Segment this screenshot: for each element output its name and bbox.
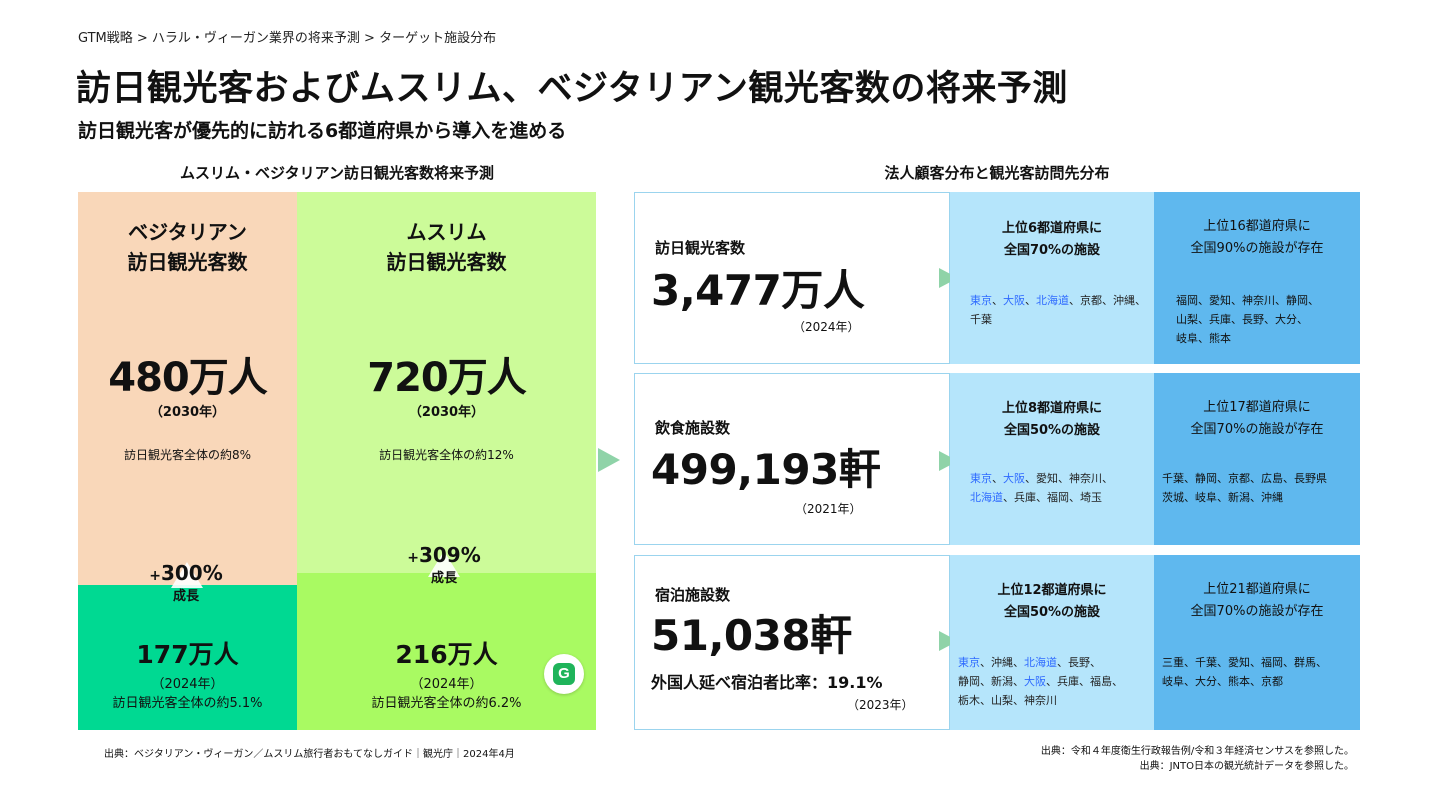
vegetarian-current-share: 訪日観光客全体の約5.1% [112, 696, 263, 711]
tier1-heading-line1: 上位8都道府県に [1001, 401, 1103, 416]
source-note-right: 出典：令和４年度衛生行政報告例/令和３年経済センサスを参照した。 出典：JNTO… [1040, 746, 1354, 772]
section-arrow-icon [598, 448, 620, 472]
metric-value: 499,193軒 [651, 445, 881, 494]
vegetarian-current-panel: 177万人 （2024年） 訪日観光客全体の約5.1% [78, 585, 297, 730]
metric-label: 訪日観光客数 [655, 239, 746, 257]
muslim-forecast-value: 720万人 [367, 355, 527, 401]
tier2-heading-line1: 上位16都道府県に [1203, 219, 1311, 234]
breadcrumb: GTM戦略 > ハラル・ヴィーガン業界の将来予測 > ターゲット施設分布 [78, 31, 497, 46]
row-visitors: 訪日観光客数 3,477万人 （2024年） 上位6都道府県に 全国70%の施設… [634, 192, 1360, 364]
row-visitors-tier2: 上位16都道府県に 全国90%の施設が存在 福岡、愛知、神奈川、静岡、 山梨、兵… [1154, 192, 1360, 364]
vegetarian-forecast-share: 訪日観光客全体の約8% [123, 448, 252, 462]
vegetarian-current-year: （2024年） [151, 677, 224, 692]
source-note-left: 出典：ベジタリアン・ヴィーガン／ムスリム旅行者おもてなしガイド｜観光庁｜2024… [104, 749, 515, 760]
row-visitors-metric: 訪日観光客数 3,477万人 （2024年） [634, 192, 950, 364]
tier2-heading-line2: 全国70%の施設が存在 [1190, 422, 1324, 437]
muslim-current-share: 訪日観光客全体の約6.2% [371, 696, 522, 711]
vegetarian-forecast-year: （2030年） [149, 405, 226, 420]
muslim-current-panel: 216万人 （2024年） 訪日観光客全体の約6.2% [297, 573, 596, 730]
metric-year: （2023年） [847, 698, 914, 712]
row-visitors-tier1: 上位6都道府県に 全国70%の施設 東京、大阪、北海道、京都、沖縄、千葉 [950, 192, 1154, 364]
tier2-prefecture-list: 三重、千葉、愛知、福岡、群馬、 岐阜、大分、熊本、京都 [1162, 656, 1327, 688]
vegetarian-growth-badge: +300% 成長 [128, 561, 244, 604]
metric-year: （2021年） [795, 502, 862, 516]
tier2-heading-line1: 上位21都道府県に [1203, 582, 1311, 597]
vegetarian-forecast-panel: ベジタリアン 訪日観光客数 480万人 （2030年） 訪日観光客全体の約8% [78, 192, 297, 585]
vegetarian-title-line2: 訪日観光客数 [127, 250, 248, 274]
vegetarian-growth-label: 成長 [172, 589, 199, 604]
muslim-title-line1: ムスリム [406, 220, 487, 244]
muslim-growth-arrow-icon [428, 551, 460, 577]
tier1-heading-line2: 全国70%の施設 [1003, 243, 1101, 258]
muslim-forecast-year: （2030年） [408, 405, 485, 420]
left-section-heading: ムスリム・ベジタリアン訪日観光客数将来予測 [179, 164, 495, 182]
tier2-heading-line2: 全国90%の施設が存在 [1190, 241, 1324, 256]
row-lodging-metric: 宿泊施設数 51,038軒 外国人延べ宿泊者比率：19.1% （2023年） [634, 555, 950, 730]
tier1-heading-line2: 全国50%の施設 [1003, 423, 1101, 438]
tier2-heading-line2: 全国70%の施設が存在 [1190, 604, 1324, 619]
muslim-current-year: （2024年） [410, 677, 483, 692]
tier1-heading-line1: 上位12都道府県に [997, 583, 1107, 598]
row-restaurants-tier1: 上位8都道府県に 全国50%の施設 東京、大阪、愛知、神奈川、 北海道、兵庫、福… [950, 373, 1154, 545]
row-lodging: 宿泊施設数 51,038軒 外国人延べ宿泊者比率：19.1% （2023年） 上… [634, 555, 1360, 730]
metric-year: （2024年） [793, 320, 860, 334]
metric-value: 3,477万人 [651, 266, 865, 315]
right-section-heading: 法人顧客分布と観光客訪問先分布 [884, 164, 1110, 182]
vegetarian-current-value: 177万人 [136, 640, 239, 669]
metric-value: 51,038軒 [651, 611, 852, 660]
vegetarian-growth-arrow-icon [171, 562, 203, 588]
muslim-current-value: 216万人 [395, 640, 498, 669]
muslim-forecast-share: 訪日観光客全体の約12% [379, 448, 514, 462]
vegetarian-forecast-value: 480万人 [108, 355, 268, 401]
foreign-guest-ratio: 外国人延べ宿泊者比率：19.1% [651, 673, 883, 692]
row-restaurants-tier2: 上位17都道府県に 全国70%の施設が存在 千葉、静岡、京都、広島、長野県 茨城… [1154, 373, 1360, 545]
row-restaurants: 飲食施設数 499,193軒 （2021年） 上位8都道府県に 全国50%の施設… [634, 373, 1360, 545]
row-lodging-tier1: 上位12都道府県に 全国50%の施設 東京、沖縄、北海道、長野、 静岡、新潟、大… [950, 555, 1154, 730]
tier1-prefecture-list: 東京、大阪、北海道、京都、沖縄、千葉 [970, 294, 1146, 326]
tier2-prefecture-list: 千葉、静岡、京都、広島、長野県 茨城、岐阜、新潟、沖縄 [1162, 472, 1327, 504]
tier1-prefecture-list: 東京、沖縄、北海道、長野、 静岡、新潟、大阪、兵庫、福島、 栃木、山梨、神奈川 [958, 656, 1123, 707]
muslim-title-line2: 訪日観光客数 [386, 250, 507, 274]
row-lodging-tier2: 上位21都道府県に 全国70%の施設が存在 三重、千葉、愛知、福岡、群馬、 岐阜… [1154, 555, 1360, 730]
page-title: 訪日観光客およびムスリム、ベジタリアン観光客数の将来予測 [76, 69, 1068, 109]
vegetarian-title-line1: ベジタリアン [128, 220, 247, 244]
tier1-heading-line2: 全国50%の施設 [1003, 605, 1101, 620]
muslim-growth-badge: +309% 成長 [386, 543, 502, 586]
tier1-heading-line1: 上位6都道府県に [1001, 221, 1103, 236]
tier1-prefecture-list: 東京、大阪、愛知、神奈川、 北海道、兵庫、福岡、埼玉 [970, 472, 1113, 504]
tier2-heading-line1: 上位17都道府県に [1203, 400, 1311, 415]
metric-label: 宿泊施設数 [655, 586, 731, 604]
muslim-forecast-panel: ムスリム 訪日観光客数 720万人 （2030年） 訪日観光客全体の約12% [297, 192, 596, 573]
muslim-growth-label: 成長 [430, 571, 457, 586]
tier2-prefecture-list: 福岡、愛知、神奈川、静岡、 山梨、兵庫、長野、大分、 岐阜、熊本 [1176, 294, 1319, 345]
app-logo-icon[interactable]: G [544, 654, 584, 694]
page-subtitle: 訪日観光客が優先的に訪れる6都道府県から導入を進める [78, 120, 567, 142]
metric-label: 飲食施設数 [655, 419, 731, 437]
row-restaurants-metric: 飲食施設数 499,193軒 （2021年） [634, 373, 950, 545]
